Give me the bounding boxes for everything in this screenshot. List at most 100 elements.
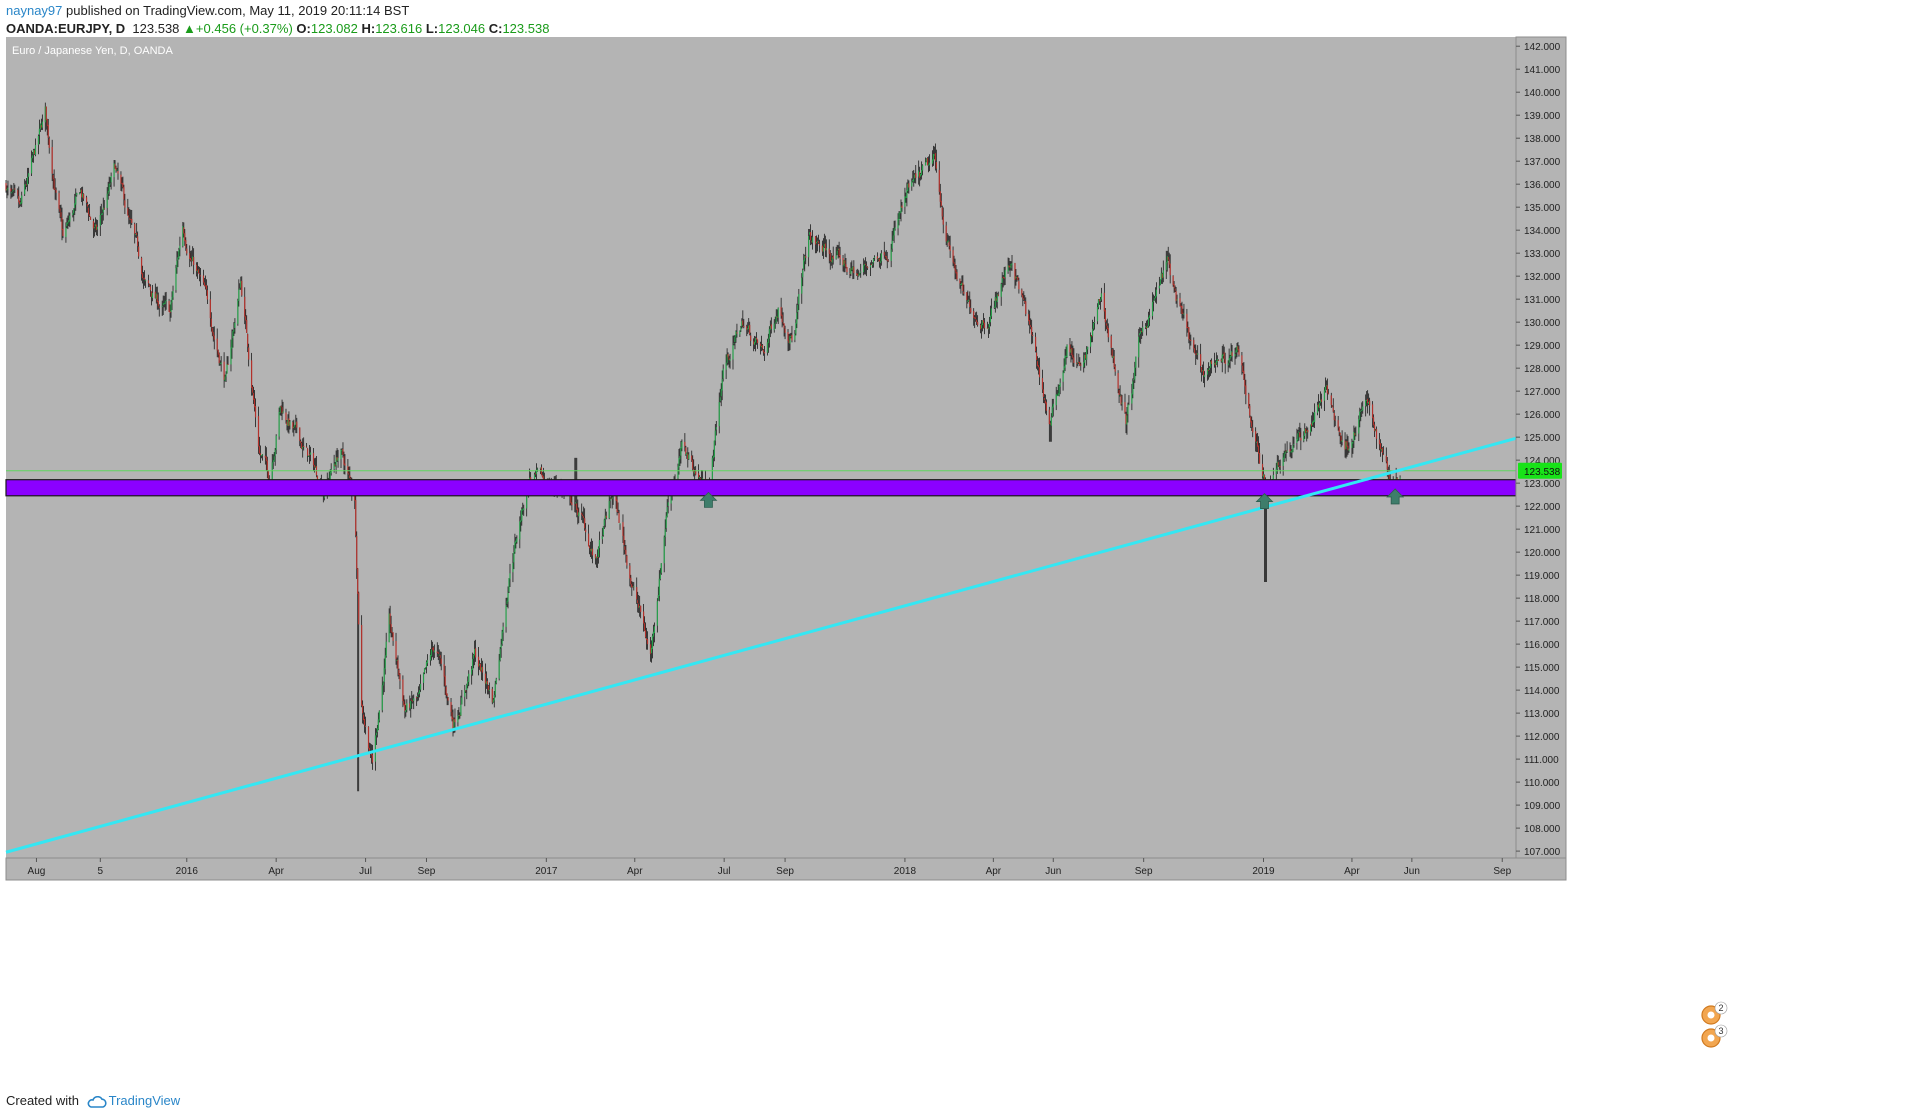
- chart-title: Euro / Japanese Yen, D, OANDA: [12, 45, 173, 57]
- candle-body: [651, 635, 654, 649]
- candle-body: [6, 188, 8, 191]
- candle-body: [1045, 402, 1047, 411]
- price-scale[interactable]: [1515, 36, 1567, 859]
- candle-body: [24, 184, 26, 195]
- candle-body: [514, 542, 516, 553]
- candle-body: [1174, 288, 1176, 291]
- candle-body: [1126, 415, 1128, 425]
- candle-body: [658, 578, 660, 596]
- candle-body: [657, 595, 659, 601]
- candle-body: [114, 164, 116, 169]
- candle-body: [171, 296, 173, 303]
- candle-body: [1381, 447, 1383, 453]
- candle-body: [816, 240, 819, 242]
- candle-body: [1255, 431, 1257, 442]
- tradingview-link[interactable]: TradingView: [108, 1093, 181, 1108]
- candle-body: [172, 290, 174, 298]
- candle-body: [768, 329, 770, 339]
- candle-body: [1296, 439, 1298, 443]
- candle-body: [185, 240, 187, 248]
- candle-body: [713, 440, 715, 457]
- candle-body: [1106, 325, 1108, 329]
- author-link[interactable]: naynay97: [6, 3, 63, 18]
- candle-body: [570, 496, 572, 504]
- plot-area[interactable]: [6, 37, 1516, 858]
- candle-body: [1169, 263, 1171, 276]
- candle-body: [1314, 412, 1316, 422]
- candle-body: [645, 638, 648, 641]
- candle-body: [870, 263, 873, 265]
- candle-body: [99, 214, 101, 226]
- candle-body: [94, 224, 97, 227]
- candle-body: [334, 464, 336, 466]
- event-badges[interactable]: 23: [1701, 1001, 1728, 1048]
- candle-body: [770, 324, 772, 329]
- candle-body: [1028, 314, 1030, 322]
- candle-body: [1317, 404, 1320, 408]
- candle-body: [245, 316, 247, 321]
- price-tick-label: 122.000: [1524, 502, 1561, 513]
- candle-body: [218, 353, 220, 364]
- candle-body: [898, 213, 900, 221]
- support-zone[interactable]: [5, 479, 1517, 497]
- candle-body: [247, 334, 249, 347]
- candle-body: [302, 446, 304, 449]
- symbol-name[interactable]: OANDA:EURJPY, D: [6, 21, 126, 36]
- candle-body: [473, 654, 475, 659]
- candle-body: [835, 255, 837, 259]
- candle-body: [82, 193, 84, 198]
- candle-body: [202, 275, 205, 283]
- candle-body: [594, 554, 597, 559]
- candle-body: [465, 690, 467, 692]
- candle-body: [1155, 289, 1158, 297]
- candle-body: [602, 526, 604, 536]
- time-tick-label: 2019: [1252, 866, 1275, 877]
- candle-body: [426, 659, 429, 664]
- candle-body: [1313, 420, 1315, 423]
- candle-body: [217, 350, 219, 355]
- candle-body: [773, 323, 775, 331]
- candle-body: [798, 294, 800, 305]
- candle-body: [340, 450, 342, 460]
- candle-body: [1196, 353, 1198, 355]
- candle-body: [1355, 433, 1357, 435]
- time-scale[interactable]: [5, 857, 1567, 881]
- candle-body: [1131, 393, 1133, 404]
- candle-body: [348, 473, 350, 475]
- candle-body: [817, 241, 820, 244]
- candle-body: [1121, 402, 1123, 404]
- candle-body: [106, 193, 108, 208]
- candle-body: [1340, 435, 1342, 442]
- candle-body: [729, 359, 731, 361]
- candle-body: [581, 512, 583, 515]
- candle-body: [54, 188, 56, 190]
- candle-body: [1238, 349, 1240, 355]
- candle-body: [252, 392, 255, 400]
- candle-body: [590, 548, 593, 552]
- candle-body: [248, 347, 250, 360]
- candle-body: [1066, 344, 1068, 358]
- candle-body: [168, 300, 170, 312]
- candle-body: [832, 255, 834, 259]
- candle-body: [1388, 474, 1390, 480]
- candle-body: [1166, 256, 1168, 263]
- candle-body: [233, 329, 235, 332]
- candle-body: [417, 695, 419, 697]
- price-tick-label: 137.000: [1524, 157, 1561, 168]
- candle-body: [193, 257, 195, 265]
- candle-body: [1147, 317, 1150, 326]
- candle-body: [604, 515, 606, 520]
- candle-body: [636, 587, 638, 600]
- candle-body: [955, 269, 957, 274]
- candle-body: [1231, 352, 1233, 356]
- candle-body: [155, 293, 157, 300]
- candle-body: [493, 695, 495, 701]
- candle-body: [79, 193, 81, 195]
- candle-body: [68, 220, 70, 223]
- price-tick-label: 108.000: [1524, 824, 1561, 835]
- candle-body: [1318, 403, 1321, 409]
- candle-body: [846, 266, 848, 273]
- candle-body: [95, 224, 97, 231]
- candle-body: [981, 320, 984, 326]
